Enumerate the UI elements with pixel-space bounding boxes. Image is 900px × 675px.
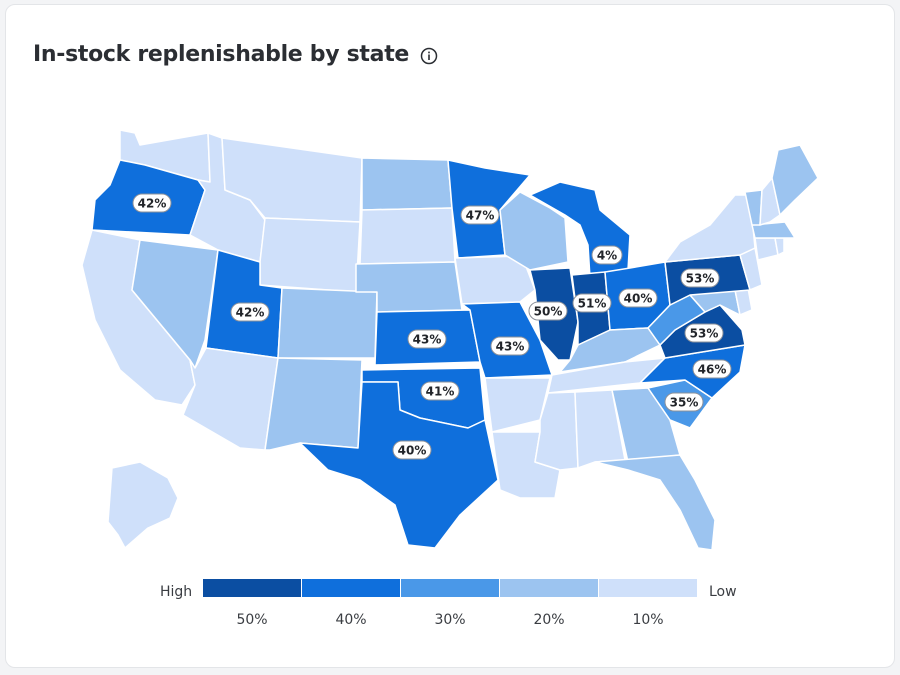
svg-text:4%: 4%	[597, 249, 617, 263]
state-value-label: 40%	[392, 440, 432, 460]
svg-text:42%: 42%	[138, 197, 167, 211]
svg-text:46%: 46%	[698, 363, 727, 377]
state-value-label: 43%	[407, 329, 447, 349]
state-florida[interactable]	[594, 454, 716, 551]
state-value-label: 53%	[680, 268, 720, 288]
info-circle-icon[interactable]	[420, 47, 438, 65]
state-georgia[interactable]	[611, 387, 681, 463]
state-value-label: 46%	[692, 359, 732, 379]
state-value-label: 35%	[664, 392, 704, 412]
svg-text:42%: 42%	[236, 306, 265, 320]
svg-text:47%: 47%	[466, 209, 495, 223]
state-colorado[interactable]	[277, 287, 378, 359]
legend-swatch-50	[203, 579, 301, 597]
state-connecticut[interactable]	[754, 237, 779, 261]
state-new-hampshire[interactable]	[759, 177, 781, 226]
legend-tick-50: 50%	[236, 612, 268, 628]
svg-text:50%: 50%	[534, 305, 563, 319]
state-new-york[interactable]	[664, 194, 756, 263]
state-value-label: 40%	[618, 288, 658, 308]
state-north-dakota[interactable]	[361, 157, 453, 211]
state-value-label: 43%	[490, 336, 530, 356]
state-wisconsin[interactable]	[499, 191, 569, 271]
state-wyoming[interactable]	[259, 217, 361, 293]
legend-swatch-10	[599, 579, 697, 597]
state-value-label: 50%	[528, 301, 568, 321]
svg-text:41%: 41%	[426, 385, 455, 399]
svg-text:51%: 51%	[578, 297, 607, 311]
state-texas[interactable]	[299, 381, 499, 549]
svg-text:53%: 53%	[686, 272, 715, 286]
state-value-label: 47%	[460, 205, 500, 225]
legend-tick-40: 40%	[335, 612, 367, 628]
state-value-label: 42%	[132, 193, 172, 213]
state-massachusetts[interactable]	[751, 221, 796, 239]
legend-tick-30: 30%	[434, 612, 466, 628]
svg-text:53%: 53%	[690, 327, 719, 341]
state-south-dakota[interactable]	[359, 207, 456, 265]
state-value-label: 42%	[230, 302, 270, 322]
legend-high-label: High	[160, 584, 193, 600]
state-alaska[interactable]	[107, 461, 179, 549]
legend-swatch-40	[302, 579, 400, 597]
state-arizona[interactable]	[182, 347, 279, 451]
svg-text:40%: 40%	[624, 292, 653, 306]
state-value-label: 53%	[684, 323, 724, 343]
legend-swatch-30	[401, 579, 499, 597]
legend-tick-20: 20%	[533, 612, 565, 628]
legend-low-label: Low	[709, 584, 737, 600]
svg-text:35%: 35%	[670, 396, 699, 410]
svg-text:43%: 43%	[496, 340, 525, 354]
state-maine[interactable]	[771, 144, 819, 216]
page-title: In-stock replenishable by state	[33, 42, 410, 67]
state-new-mexico[interactable]	[264, 357, 363, 451]
state-value-label: 41%	[420, 381, 460, 401]
state-value-label: 51%	[572, 293, 612, 313]
state-value-label: 4%	[591, 245, 623, 265]
legend-swatch-20	[500, 579, 598, 597]
svg-text:43%: 43%	[413, 333, 442, 347]
svg-text:40%: 40%	[398, 444, 427, 458]
legend-tick-10: 10%	[632, 612, 664, 628]
